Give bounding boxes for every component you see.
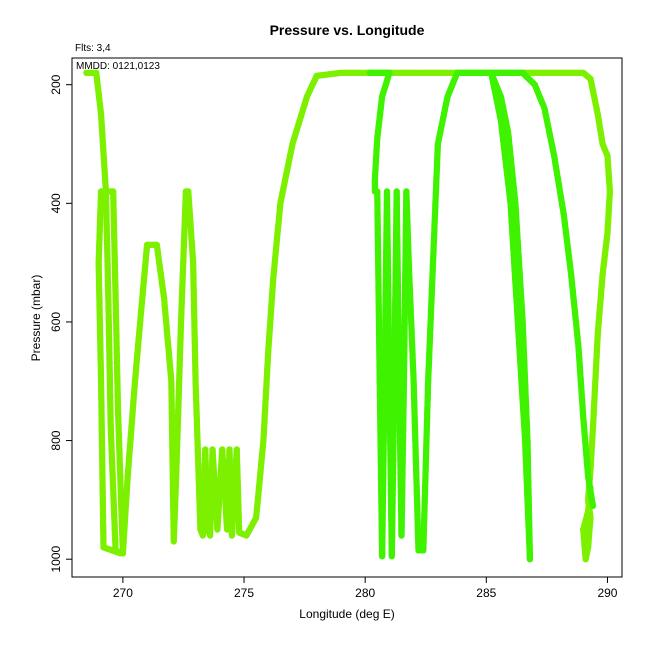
chart-subtitle: Flts: 3,4 (75, 43, 111, 54)
y-tick-label: 1000 (49, 546, 63, 573)
x-axis: 270 275 280 285 290 (113, 576, 618, 600)
y-axis-label: Pressure (mbar) (29, 275, 43, 362)
data-point (589, 502, 597, 510)
y-axis: 200 400 600 800 1000 (49, 74, 73, 573)
chart-title: Pressure vs. Longitude (270, 22, 425, 38)
y-tick-label: 600 (49, 312, 63, 332)
y-tick-label: 200 (49, 74, 63, 94)
x-tick-label: 280 (355, 586, 375, 600)
x-tick-label: 285 (476, 586, 496, 600)
y-tick-label: 400 (49, 193, 63, 213)
x-axis-label: Longitude (deg E) (299, 607, 394, 621)
plot-area (71, 57, 623, 578)
x-tick-label: 275 (234, 586, 254, 600)
scatter-points (83, 69, 614, 563)
y-tick-label: 800 (49, 430, 63, 450)
x-tick-label: 270 (113, 586, 133, 600)
x-tick-label: 290 (597, 586, 617, 600)
date-annotation: MMDD: 0121,0123 (76, 61, 160, 72)
series-1 (83, 69, 614, 563)
